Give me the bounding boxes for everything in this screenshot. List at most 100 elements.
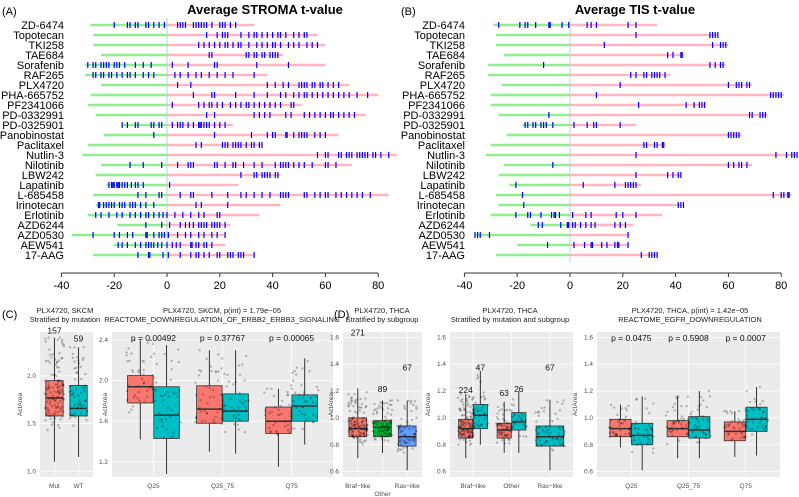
data-point <box>467 436 470 439</box>
data-point <box>737 410 741 413</box>
data-point <box>164 393 167 397</box>
data-point <box>50 356 53 359</box>
data-point <box>212 396 216 399</box>
data-point <box>472 425 475 428</box>
x-tick-label: Mut <box>49 483 60 490</box>
data-point <box>142 360 146 363</box>
data-point <box>409 436 412 439</box>
data-point <box>142 368 145 372</box>
data-point <box>704 436 708 440</box>
data-point <box>404 441 407 444</box>
data-point <box>58 407 62 410</box>
data-point <box>616 413 619 417</box>
box <box>265 406 292 434</box>
data-point <box>381 432 385 435</box>
data-point <box>78 402 82 406</box>
data-point <box>411 447 414 450</box>
data-point <box>534 411 537 414</box>
data-point <box>82 356 85 360</box>
x-tick-label: -20 <box>509 280 525 292</box>
data-point <box>520 413 524 416</box>
drug-label: L-685458 <box>18 190 65 202</box>
p-value-label: p = 0.00492 <box>131 333 176 343</box>
data-point <box>53 373 56 376</box>
data-point <box>48 414 51 418</box>
data-point <box>55 406 58 409</box>
data-point <box>665 425 669 429</box>
data-point <box>459 407 462 411</box>
data-point <box>56 383 59 386</box>
data-point <box>131 369 134 372</box>
data-point <box>468 431 471 434</box>
data-point <box>461 414 464 417</box>
drug-label: Lapatinib <box>420 180 465 192</box>
drug-label: PD-0325901 <box>2 120 64 132</box>
data-point <box>44 337 47 340</box>
data-point <box>385 433 389 437</box>
data-point <box>155 362 159 366</box>
data-point <box>373 435 376 438</box>
data-point <box>464 423 468 427</box>
data-point <box>468 434 471 438</box>
data-point <box>351 434 355 437</box>
data-point <box>214 370 218 374</box>
drug-label: 17-AAG <box>426 250 465 262</box>
data-point <box>383 419 387 422</box>
data-point <box>76 405 80 408</box>
data-point <box>707 389 711 393</box>
data-point <box>53 416 56 420</box>
data-point <box>463 429 466 432</box>
data-point <box>150 355 153 359</box>
data-point <box>300 383 303 387</box>
data-point <box>727 424 730 428</box>
box <box>127 375 154 404</box>
data-point <box>519 416 522 419</box>
data-point <box>635 398 638 401</box>
data-point <box>695 434 698 438</box>
data-point <box>402 451 406 454</box>
data-point <box>347 429 351 432</box>
data-point <box>77 359 80 362</box>
data-point <box>461 423 465 426</box>
data-point <box>508 442 511 445</box>
data-point <box>645 429 648 432</box>
data-point <box>58 391 61 394</box>
data-point <box>618 418 621 421</box>
data-point <box>396 447 400 450</box>
data-point <box>496 423 500 426</box>
data-point <box>688 421 691 424</box>
data-point <box>220 417 224 420</box>
data-point <box>385 424 388 427</box>
data-point <box>350 422 354 426</box>
data-point <box>468 422 472 425</box>
data-point <box>148 386 151 390</box>
data-point <box>744 418 747 421</box>
data-point <box>308 370 311 373</box>
data-point <box>358 409 362 412</box>
data-point <box>513 413 517 417</box>
data-point <box>619 421 622 425</box>
data-point <box>353 437 356 440</box>
data-point <box>477 409 480 413</box>
data-point <box>648 412 651 415</box>
data-point <box>288 403 291 406</box>
data-point <box>298 393 301 396</box>
data-point <box>43 407 47 410</box>
data-point <box>364 405 367 409</box>
data-point <box>496 412 499 415</box>
data-point <box>54 399 57 402</box>
data-point <box>397 427 401 430</box>
data-point <box>81 358 85 362</box>
data-point <box>276 431 279 434</box>
data-point <box>148 338 152 342</box>
data-point <box>551 449 555 452</box>
y-tick-label: 1.0 <box>584 415 593 422</box>
drug-label: ZD-6474 <box>21 20 64 32</box>
data-point <box>386 422 390 426</box>
data-point <box>373 437 377 441</box>
drug-label: Lapatinib <box>19 180 64 192</box>
data-point <box>704 433 707 437</box>
data-point <box>483 417 486 421</box>
data-point <box>677 395 680 398</box>
data-point <box>499 422 503 426</box>
